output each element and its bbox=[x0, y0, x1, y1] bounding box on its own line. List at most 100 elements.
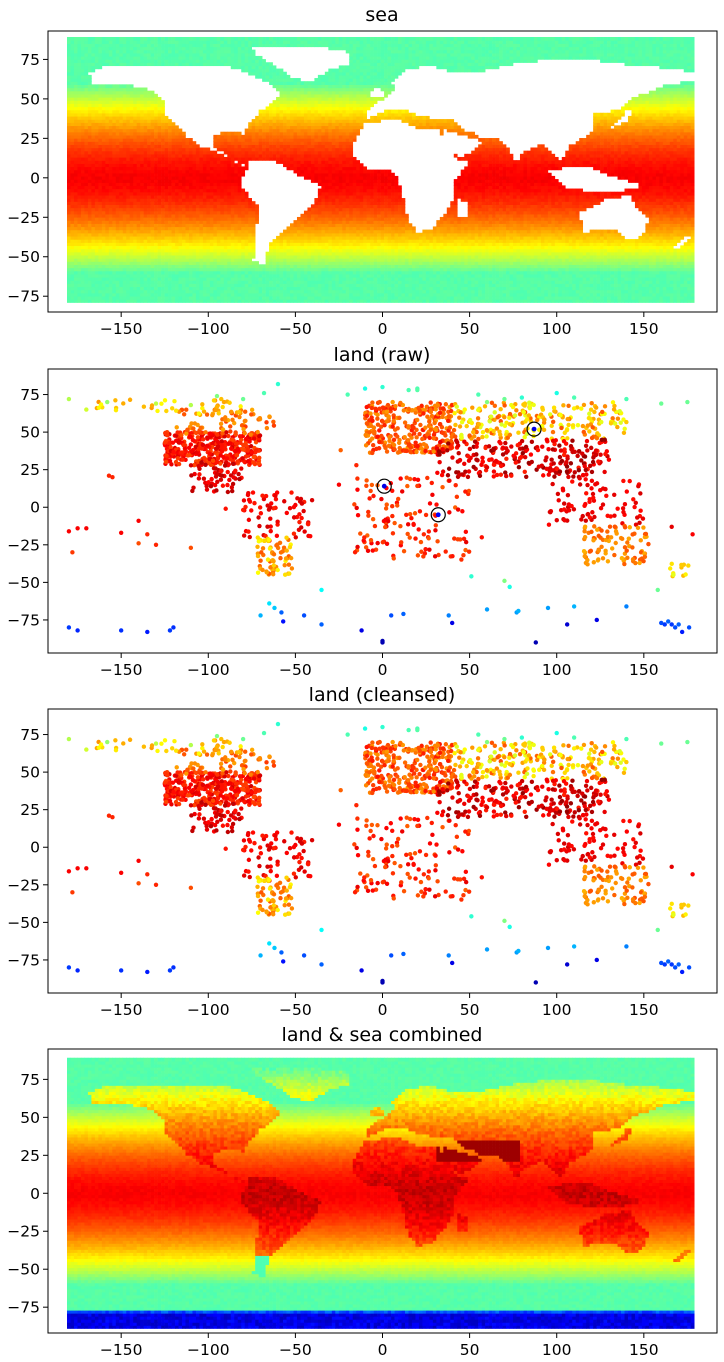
sea-point bbox=[547, 283, 552, 288]
sea-point bbox=[502, 242, 507, 247]
sea-point bbox=[77, 289, 82, 294]
sea-point bbox=[641, 261, 646, 265]
sea-point bbox=[572, 261, 577, 265]
sea-point bbox=[391, 245, 395, 250]
sea-point bbox=[108, 289, 113, 294]
sea-point bbox=[248, 267, 252, 272]
sea-point bbox=[220, 258, 225, 262]
sea-point bbox=[669, 267, 674, 272]
sea-point bbox=[638, 239, 643, 243]
sea-point bbox=[502, 289, 507, 294]
sea-point bbox=[432, 292, 437, 297]
sea-point bbox=[509, 251, 514, 256]
sea-point bbox=[70, 292, 75, 297]
sea-point bbox=[147, 299, 151, 303]
sea-point bbox=[310, 273, 315, 278]
sea-point bbox=[199, 264, 204, 269]
sea-point bbox=[429, 248, 434, 253]
sea-point bbox=[572, 283, 577, 288]
sea-point bbox=[108, 276, 113, 281]
sea-point bbox=[209, 299, 214, 303]
sea-point bbox=[181, 239, 186, 243]
sea-point bbox=[596, 239, 601, 243]
sea-point bbox=[533, 254, 538, 259]
sea-point bbox=[140, 267, 144, 272]
sea-point bbox=[283, 254, 287, 259]
sea-point bbox=[321, 258, 326, 262]
sea-point bbox=[122, 295, 127, 300]
sea-point bbox=[377, 283, 381, 288]
sea-point bbox=[258, 276, 263, 281]
sea-point bbox=[384, 245, 388, 250]
sea-point bbox=[478, 295, 482, 300]
sea-point bbox=[175, 239, 179, 243]
sea-point bbox=[77, 280, 82, 284]
sea-point bbox=[105, 273, 110, 278]
sea-point bbox=[251, 254, 256, 259]
sea-point bbox=[666, 292, 671, 297]
sea-point bbox=[408, 239, 413, 243]
sea-point bbox=[391, 299, 395, 303]
sea-point bbox=[394, 242, 399, 247]
sea-point bbox=[248, 264, 252, 269]
sea-point bbox=[154, 254, 158, 259]
sea-point bbox=[181, 299, 186, 303]
sea-point bbox=[70, 286, 75, 291]
sea-point bbox=[408, 299, 413, 303]
sea-point bbox=[655, 280, 660, 284]
panel-sea-points bbox=[67, 36, 695, 303]
sea-point bbox=[627, 286, 632, 291]
sea-point bbox=[328, 242, 333, 247]
sea-point bbox=[363, 299, 367, 303]
sea-point bbox=[596, 248, 601, 253]
sea-point bbox=[213, 280, 218, 284]
sea-point bbox=[324, 267, 329, 272]
sea-point bbox=[471, 239, 475, 243]
sea-point bbox=[91, 245, 96, 250]
sea-point bbox=[687, 261, 692, 265]
sea-point bbox=[495, 299, 500, 303]
sea-point bbox=[321, 245, 326, 250]
sea-point bbox=[589, 251, 594, 256]
sea-point bbox=[206, 289, 211, 294]
sea-point bbox=[279, 267, 284, 272]
sea-point bbox=[244, 283, 249, 288]
sea-point bbox=[178, 280, 183, 284]
sea-point bbox=[478, 267, 482, 272]
sea-point bbox=[485, 276, 489, 281]
sea-point bbox=[638, 270, 643, 275]
sea-point bbox=[98, 292, 103, 297]
sea-point bbox=[676, 254, 681, 259]
sea-point bbox=[366, 273, 371, 278]
sea-point bbox=[317, 280, 322, 284]
sea-point bbox=[269, 295, 273, 300]
sea-point bbox=[262, 264, 266, 269]
sea-point bbox=[436, 258, 441, 262]
sea-point bbox=[446, 286, 451, 291]
sea-point bbox=[506, 242, 510, 247]
sea-point bbox=[446, 251, 451, 256]
sea-point bbox=[164, 280, 169, 284]
sea-point bbox=[683, 276, 688, 281]
sea-point bbox=[230, 251, 235, 256]
sea-point bbox=[634, 276, 639, 281]
sea-point bbox=[408, 245, 413, 250]
sea-point bbox=[77, 242, 82, 247]
sea-point bbox=[558, 270, 563, 275]
sea-point bbox=[101, 267, 106, 272]
sea-point bbox=[237, 283, 242, 288]
sea-point bbox=[579, 292, 584, 297]
sea-point bbox=[213, 251, 218, 256]
sea-point bbox=[94, 299, 99, 303]
sea-point bbox=[286, 267, 291, 272]
sea-point bbox=[544, 261, 549, 265]
sea-point bbox=[290, 267, 294, 272]
sea-point bbox=[265, 267, 270, 272]
sea-point bbox=[411, 299, 416, 303]
sea-point bbox=[666, 264, 671, 269]
sea-point bbox=[481, 242, 486, 247]
sea-point bbox=[227, 261, 232, 265]
sea-point bbox=[603, 292, 608, 297]
sea-point bbox=[554, 295, 559, 300]
sea-point bbox=[366, 239, 371, 243]
